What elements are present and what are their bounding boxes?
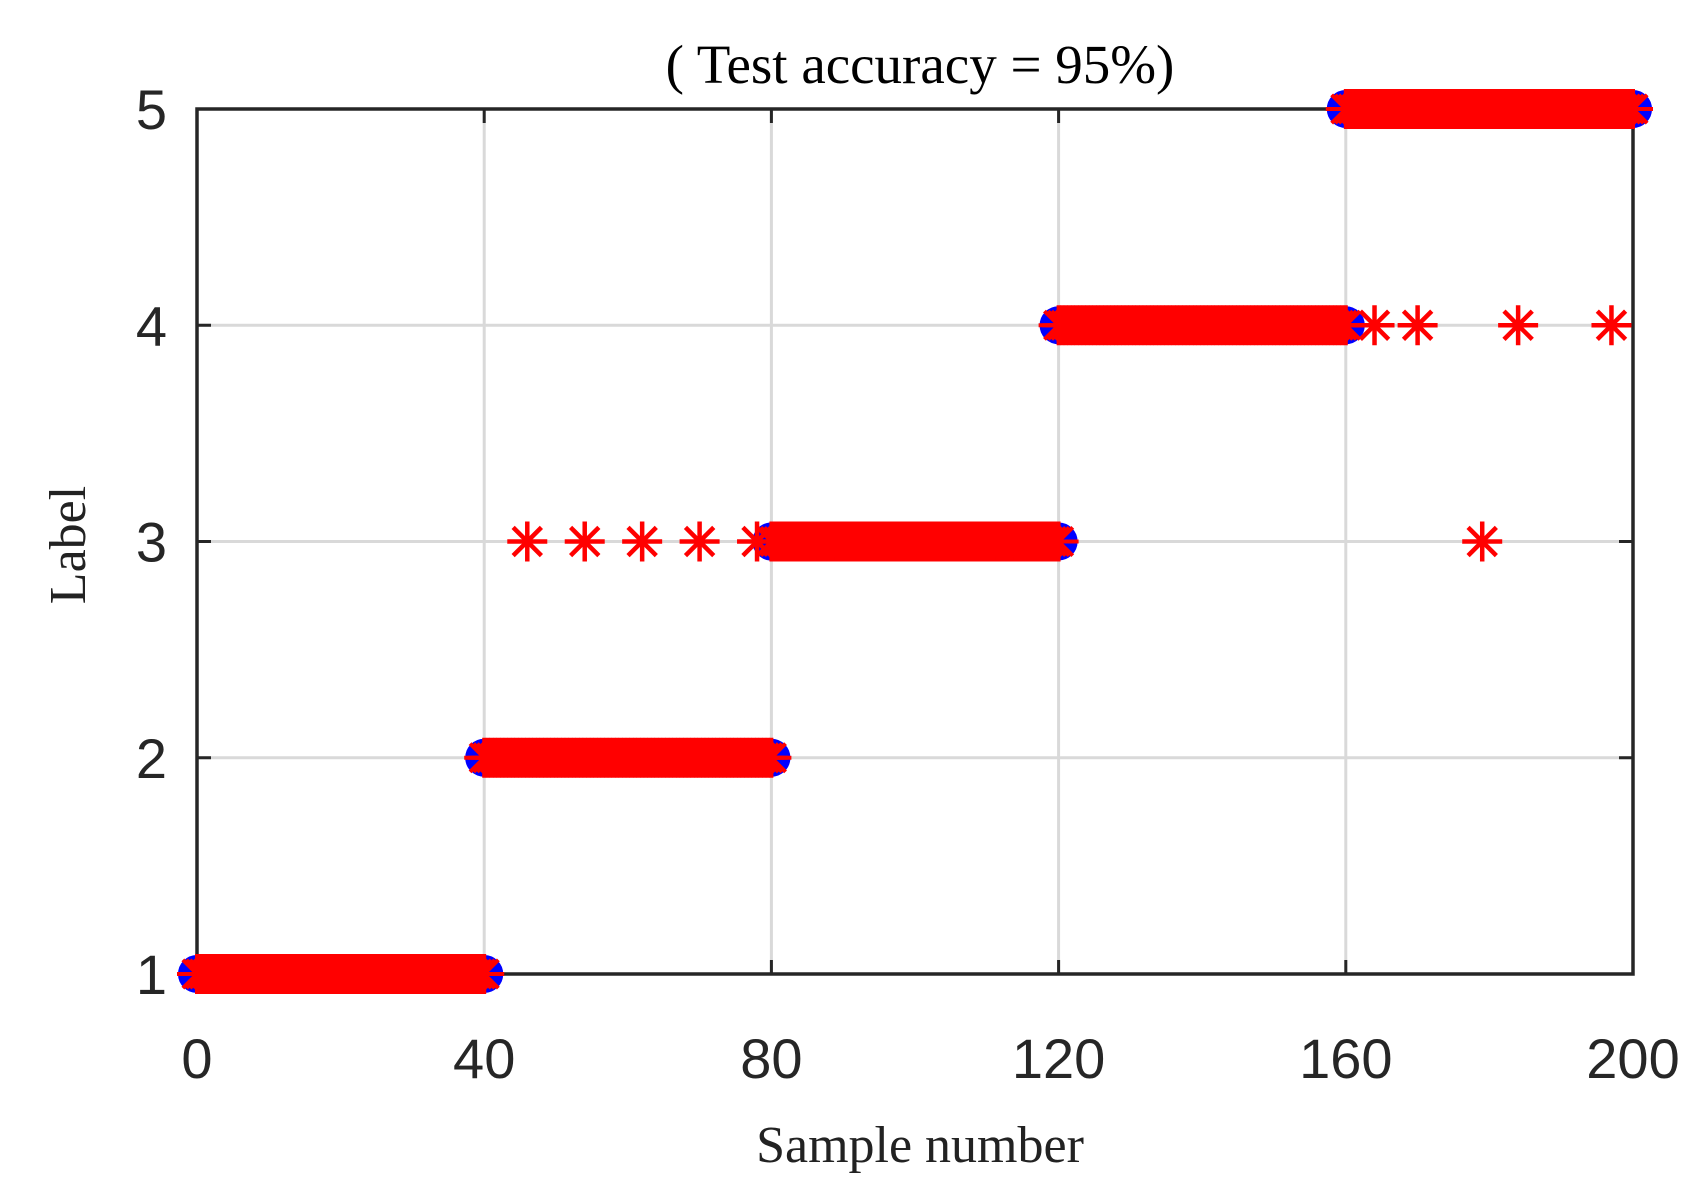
asterisk-stroke: [468, 958, 500, 990]
y-tick-label: 5: [136, 78, 167, 141]
asterisk-stroke: [741, 525, 773, 558]
x-tick-label: 200: [1586, 1027, 1679, 1090]
x-tick-label: 160: [1299, 1027, 1392, 1090]
asterisk-stroke: [1502, 309, 1534, 341]
data-point-asterisk: [1498, 305, 1539, 346]
asterisk-stroke: [1466, 525, 1498, 558]
asterisk-stroke: [755, 742, 787, 774]
data-point-asterisk: [1354, 305, 1395, 346]
asterisk-stroke: [511, 525, 544, 558]
asterisk-stroke: [568, 525, 601, 558]
data-point-asterisk: [564, 521, 605, 562]
data-point-asterisk: [1397, 305, 1438, 346]
data-point-asterisk: [464, 954, 505, 994]
data-point-asterisk: [507, 521, 548, 562]
x-tick-label: 80: [740, 1027, 802, 1090]
chart-title: ( Test accuracy = 95%): [666, 34, 1175, 95]
data-point-asterisk: [1462, 521, 1503, 562]
y-tick-label: 1: [136, 943, 167, 1006]
asterisk-stroke: [1617, 93, 1649, 125]
y-tick-label: 3: [136, 511, 167, 574]
y-tick-label: 2: [136, 727, 167, 790]
data-point-asterisk: [679, 521, 720, 562]
data-point-asterisk: [622, 521, 663, 562]
x-axis-label: Sample number: [756, 1117, 1084, 1174]
asterisk-stroke: [1401, 309, 1434, 341]
data-point-asterisk: [1591, 305, 1632, 346]
data-point-asterisk: [737, 521, 778, 562]
y-tick-label: 4: [136, 294, 167, 357]
asterisk-stroke: [1358, 309, 1391, 341]
x-tick-label: 0: [181, 1027, 212, 1090]
x-tick-label: 40: [453, 1027, 515, 1090]
asterisk-stroke: [1043, 525, 1075, 558]
asterisk-stroke: [626, 525, 658, 558]
asterisk-stroke: [1330, 309, 1362, 341]
series-asterisks: [177, 89, 1653, 994]
data-point-asterisk: [1613, 89, 1653, 129]
y-axis-label: Label: [40, 486, 97, 604]
x-tick-label: 120: [1012, 1027, 1105, 1090]
tick-labels: 0 40 80 120 160 200 1 2 3 4 5: [136, 78, 1680, 1090]
asterisk-stroke: [1595, 309, 1628, 341]
asterisk-stroke: [683, 525, 716, 558]
data-point-asterisk: [751, 737, 792, 778]
data-point-asterisk: [1038, 521, 1079, 562]
